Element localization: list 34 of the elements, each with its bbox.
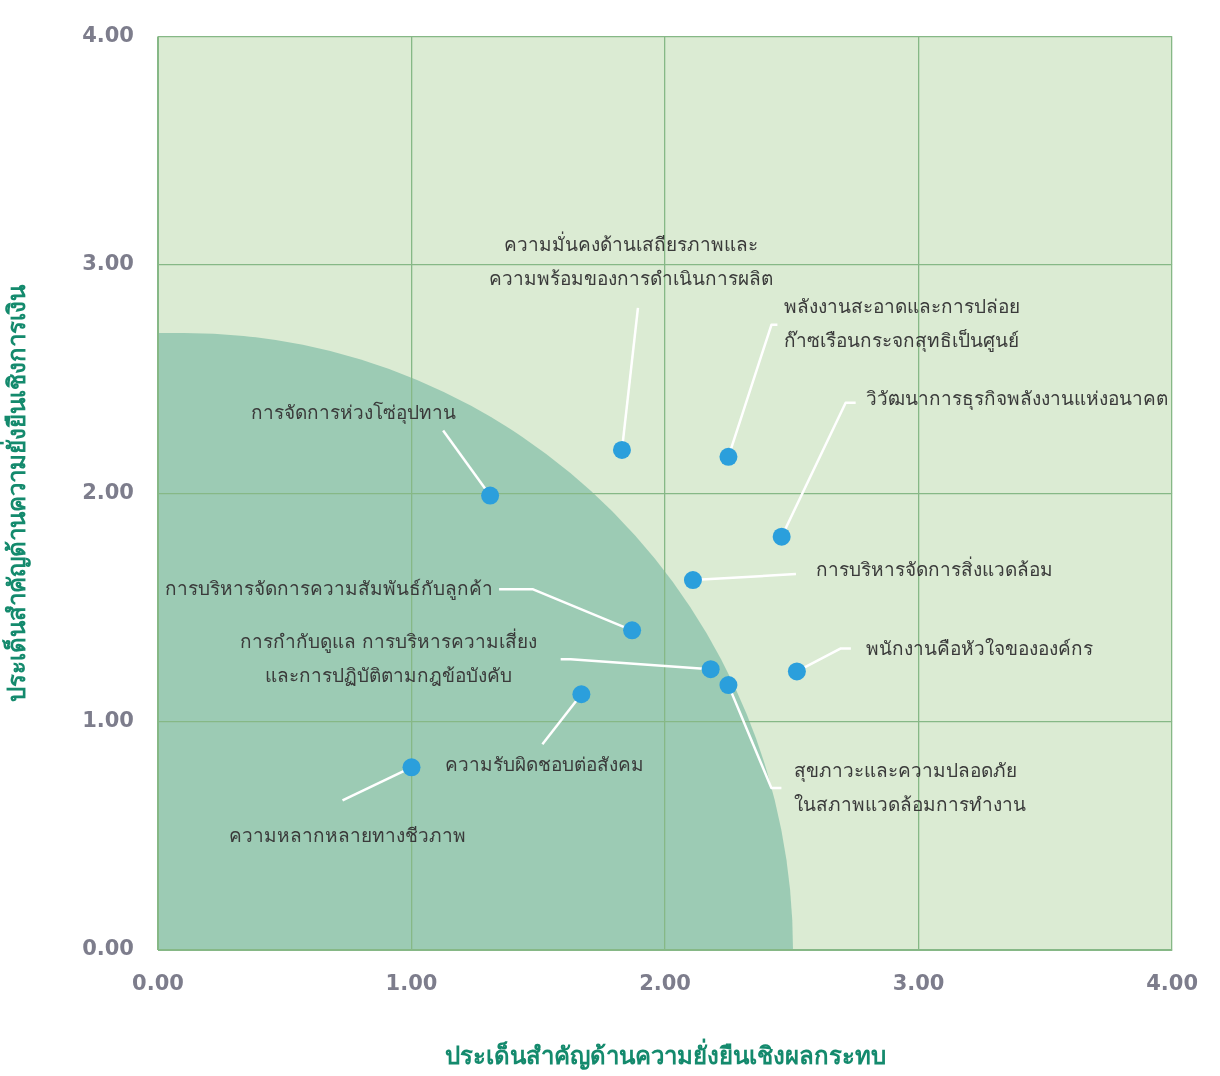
- point: [719, 447, 738, 466]
- x-tick-label: 1.00: [385, 971, 438, 996]
- y-tick-label: 0.00: [82, 936, 134, 961]
- annotation: พนักงานคือหัวใจขององค์กร: [865, 637, 1093, 660]
- y-tick-label: 4.00: [82, 23, 134, 48]
- annotation: การกำกับดูแล การบริหารความเสี่ยง และการปฏิบัติตามกฎข้อบังคับ: [240, 628, 538, 687]
- annotation: วิวัฒนาการธุรกิจพลังงานแห่งอนาคต: [865, 386, 1168, 411]
- annotation: การบริหารจัดการสิ่งแวดล้อม: [815, 556, 1053, 581]
- annotation: พลังงานสะอาดและการปล่อย ก๊าซเรือนกระจกสุทธิเป็นศูนย์: [784, 294, 1021, 353]
- point: [402, 758, 421, 777]
- annotation: การจัดการห่วงโซ่อุปทาน: [250, 400, 456, 425]
- x-axis-title: ประเด็นสำคัญด้านความยั่งยืนเชิงผลกระทบ: [444, 1037, 886, 1070]
- annotation: สุขภาวะและความปลอดภัย ในสภาพแวดล้อมการทำงาน: [794, 759, 1027, 816]
- x-tick-label: 0.00: [132, 971, 184, 996]
- point: [612, 440, 631, 459]
- y-tick-label: 2.00: [82, 479, 134, 504]
- x-tick-label: 3.00: [892, 971, 945, 996]
- point: [481, 486, 500, 505]
- point: [772, 527, 791, 546]
- x-tick-label: 4.00: [1146, 971, 1199, 996]
- y-axis-title: ประเด็นสำคัญด้านความยั่งยืนเชิงการเงิน: [0, 283, 31, 702]
- annotation: ความรับผิดชอบต่อสังคม: [445, 753, 645, 776]
- annotation: ความมั่นคงด้านเสถียรภาพและ ความพร้อมของการดำเนินการผลิต: [488, 230, 773, 289]
- y-tick-label: 3.00: [82, 251, 134, 276]
- point: [787, 662, 806, 681]
- point: [572, 685, 591, 704]
- point: [719, 676, 738, 695]
- point: [623, 621, 642, 640]
- point: [683, 571, 702, 590]
- point: [701, 660, 720, 679]
- x-tick-label: 2.00: [639, 971, 691, 996]
- annotation: การบริหารจัดการความสัมพันธ์กับลูกค้า: [165, 577, 494, 601]
- y-tick-label: 1.00: [82, 708, 134, 733]
- annotation: ความหลากหลายทางชีวภาพ: [229, 824, 467, 847]
